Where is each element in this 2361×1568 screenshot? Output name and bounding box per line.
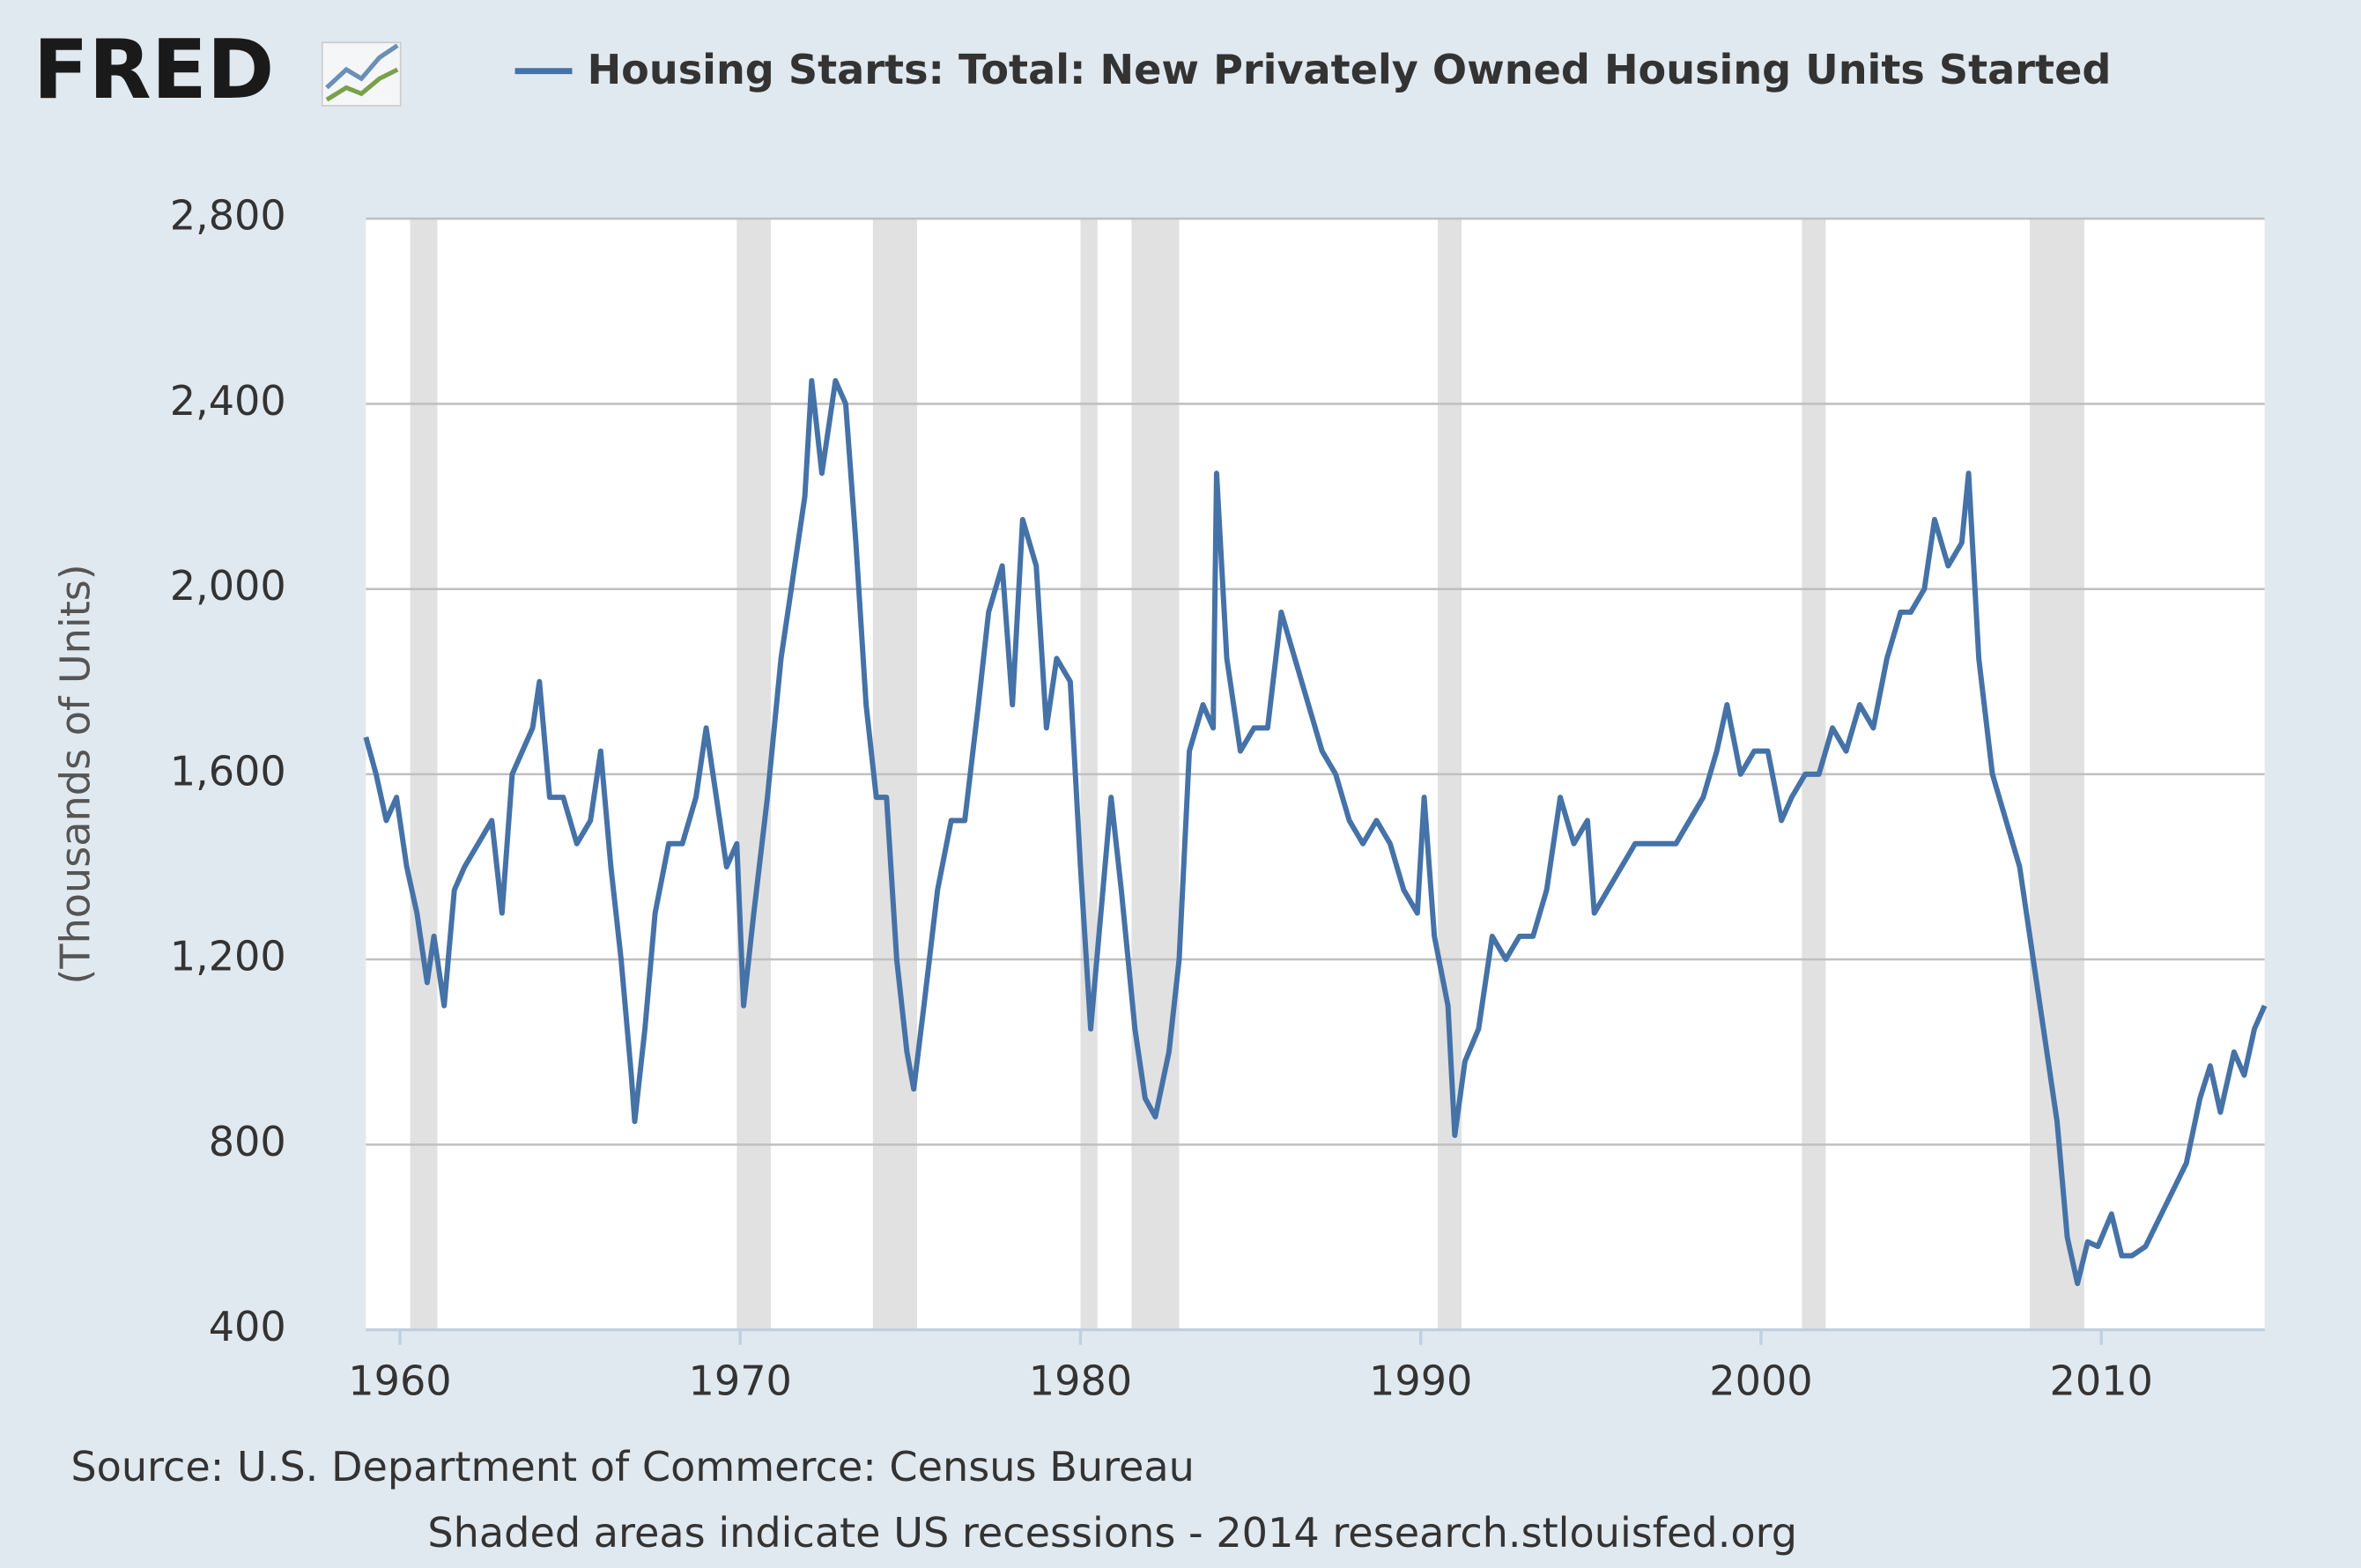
x-tick-label: 1970 xyxy=(689,1357,792,1405)
source: Source: U.S. Department of Commerce: Cen… xyxy=(70,1443,1195,1490)
y-tick-label: 2,000 xyxy=(170,562,286,610)
x-tick-label: 1990 xyxy=(1369,1357,1472,1405)
y-axis-label: (Thousands of Units) xyxy=(51,564,99,984)
x-tick-label: 2010 xyxy=(2050,1357,2153,1405)
logo: FRED xyxy=(33,22,275,117)
x-tick-label: 2000 xyxy=(1709,1357,1812,1405)
y-tick-label: 400 xyxy=(209,1303,286,1350)
logo-icon xyxy=(321,41,402,107)
legend-label: Housing Starts: Total: New Privately Own… xyxy=(588,46,2112,93)
y-tick-label: 2,400 xyxy=(170,377,286,425)
note: Shaded areas indicate US recessions - 20… xyxy=(427,1509,1797,1557)
x-tick-label: 1980 xyxy=(1029,1357,1132,1405)
y-tick-label: 1,600 xyxy=(170,747,286,795)
y-tick-label: 2,800 xyxy=(170,192,286,240)
y-tick-label: 800 xyxy=(209,1118,286,1165)
data-line xyxy=(363,378,2268,1287)
x-tick-label: 1960 xyxy=(348,1357,451,1405)
y-tick-label: 1,200 xyxy=(170,933,286,980)
